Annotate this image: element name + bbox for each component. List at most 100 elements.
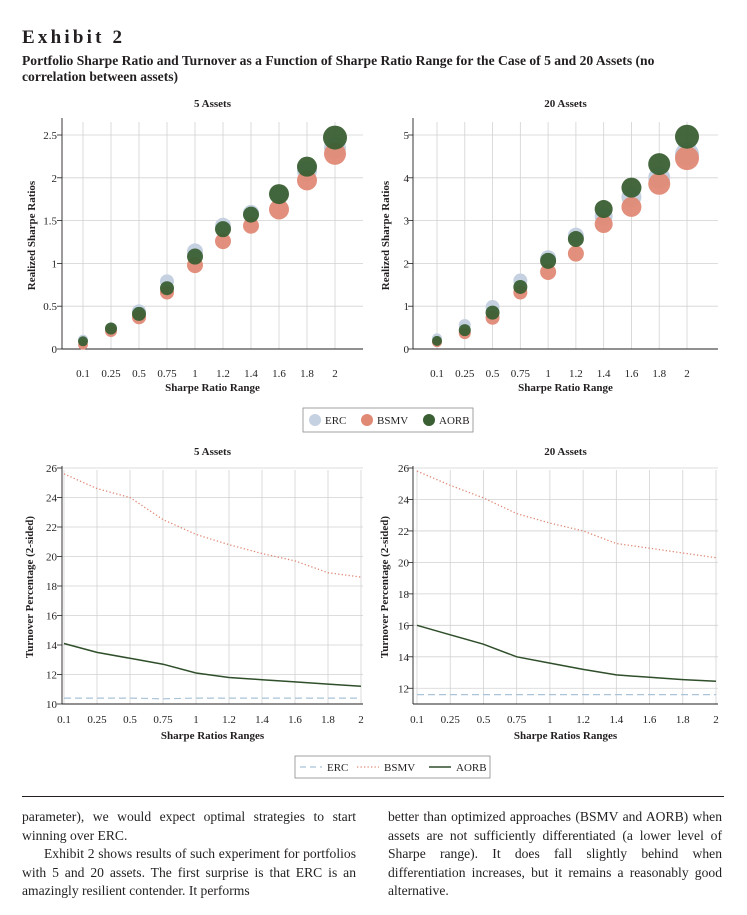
data-point-aorb <box>567 231 584 248</box>
x-tick-label: 1.4 <box>244 368 258 380</box>
y-tick-label: 14 <box>46 640 58 652</box>
y-axis-label: Realized Sharpe Ratios <box>26 180 38 290</box>
y-tick-label: 20 <box>46 552 58 564</box>
exhibit-figure: 5 Assets 0 0.5 1 1.5 2 2.5 0.1 0.25 0.5 0.75 1 1.2 1.… <box>24 98 719 779</box>
chart-title: 20 Assets <box>544 446 587 458</box>
y-tick-label: 16 <box>398 620 410 632</box>
y-axis-label: Realized Sharpe Ratios <box>380 180 392 290</box>
data-point-bsmv <box>567 245 584 262</box>
x-tick-label: 1.6 <box>625 368 639 380</box>
y-tick-label: 1 <box>52 258 58 270</box>
legend-marker-erc <box>309 414 321 426</box>
x-tick-label: 1 <box>192 368 198 380</box>
x-tick-label: 0.1 <box>57 714 71 726</box>
x-tick-label: 1.2 <box>569 368 583 380</box>
data-point-aorb <box>323 125 347 150</box>
y-tick-label: 24 <box>398 494 410 506</box>
x-tick-label: 0.1 <box>430 368 444 380</box>
y-tick-label: 2.5 <box>43 130 57 142</box>
x-tick-label: 2 <box>713 714 719 726</box>
x-tick-label: 0.25 <box>87 714 107 726</box>
y-tick-label: 26 <box>46 463 58 475</box>
data-point-aorb <box>485 305 500 320</box>
x-tick-label: 2 <box>332 368 338 380</box>
series-line-aorb <box>416 624 717 682</box>
y-tick-label: 4 <box>404 173 410 185</box>
y-tick-label: 1 <box>404 301 410 313</box>
data-point-bsmv <box>540 263 557 280</box>
x-axis-label: Sharpe Ratio Range <box>165 382 260 394</box>
paragraph: Exhibit 2 shows results of such experime… <box>22 846 356 899</box>
data-point-aorb <box>540 252 557 269</box>
data-point-aorb <box>78 336 88 347</box>
y-tick-label: 12 <box>398 683 409 695</box>
y-tick-label: 5 <box>404 130 410 142</box>
data-point-bsmv <box>324 142 346 165</box>
y-tick-label: 18 <box>398 589 410 601</box>
y-axis-label: Turnover Percentage (2-sided) <box>24 516 36 659</box>
x-tick-label: 1.6 <box>272 368 286 380</box>
x-tick-label: 2 <box>684 368 690 380</box>
data-point-bsmv <box>243 217 259 234</box>
legend-label: AORB <box>439 415 470 427</box>
legend-label: BSMV <box>384 762 415 774</box>
x-tick-label: 0.75 <box>507 714 527 726</box>
x-tick-label: 1.4 <box>255 714 269 726</box>
data-point-aorb <box>513 279 528 294</box>
x-tick-label: 1.2 <box>216 368 230 380</box>
x-tick-label: 0.75 <box>153 714 173 726</box>
data-point-aorb <box>432 335 442 346</box>
data-point-aorb <box>458 324 471 337</box>
data-point-aorb <box>243 206 259 223</box>
x-tick-label: 1.8 <box>652 368 666 380</box>
y-tick-label: 0 <box>404 344 410 356</box>
data-point-aorb <box>297 156 317 177</box>
x-tick-label: 1 <box>547 714 553 726</box>
x-tick-label: 1.2 <box>576 714 590 726</box>
data-point-aorb <box>215 221 231 238</box>
data-point-aorb <box>675 124 699 149</box>
y-tick-label: 0 <box>52 344 58 356</box>
y-tick-label: 16 <box>46 611 58 623</box>
x-tick-label: 1 <box>545 368 551 380</box>
x-tick-label: 1.6 <box>288 714 302 726</box>
data-point-bsmv <box>621 196 642 217</box>
legend-label: ERC <box>325 415 346 427</box>
y-tick-label: 26 <box>398 463 410 475</box>
x-tick-label: 1.8 <box>321 714 335 726</box>
x-axis-label: Sharpe Ratio Range <box>518 382 613 394</box>
y-tick-label: 20 <box>398 557 410 569</box>
legend-marker-aorb <box>423 414 435 426</box>
x-tick-label: 1.4 <box>609 714 623 726</box>
y-tick-label: 2 <box>404 258 410 270</box>
x-tick-label: 0.1 <box>410 714 424 726</box>
x-tick-label: 1.8 <box>676 714 690 726</box>
x-tick-label: 0.5 <box>132 368 146 380</box>
legend-bottom <box>294 755 491 779</box>
legend-label: ERC <box>327 762 348 774</box>
exhibit-label: Exhibit 2 <box>22 27 126 48</box>
chart-title: 5 Assets <box>194 446 232 458</box>
y-tick-label: 24 <box>46 493 58 505</box>
x-tick-label: 1.8 <box>300 368 314 380</box>
x-tick-label: 1.2 <box>222 714 236 726</box>
x-tick-label: 0.25 <box>441 714 461 726</box>
legend-marker-bsmv <box>361 414 373 426</box>
y-tick-label: 2 <box>52 173 58 185</box>
y-tick-label: 3 <box>404 216 410 228</box>
exhibit-title: Portfolio Sharpe Ratio and Turnover as a… <box>22 53 655 84</box>
data-point-bsmv <box>648 172 671 195</box>
x-tick-label: 1 <box>193 714 199 726</box>
y-axis-label: Turnover Percentage (2-sided) <box>379 516 391 659</box>
y-tick-label: 18 <box>46 581 58 593</box>
legend-label: BSMV <box>377 415 408 427</box>
series-line-aorb <box>63 642 362 688</box>
series-line-bsmv <box>416 470 717 559</box>
data-point-aorb <box>105 322 117 335</box>
x-tick-label: 0.1 <box>76 368 90 380</box>
data-point-bsmv <box>297 170 317 191</box>
data-point-bsmv <box>675 146 699 171</box>
legend-top <box>302 407 474 433</box>
x-tick-label: 1.4 <box>597 368 611 380</box>
x-axis-label: Sharpe Ratios Ranges <box>514 730 618 742</box>
